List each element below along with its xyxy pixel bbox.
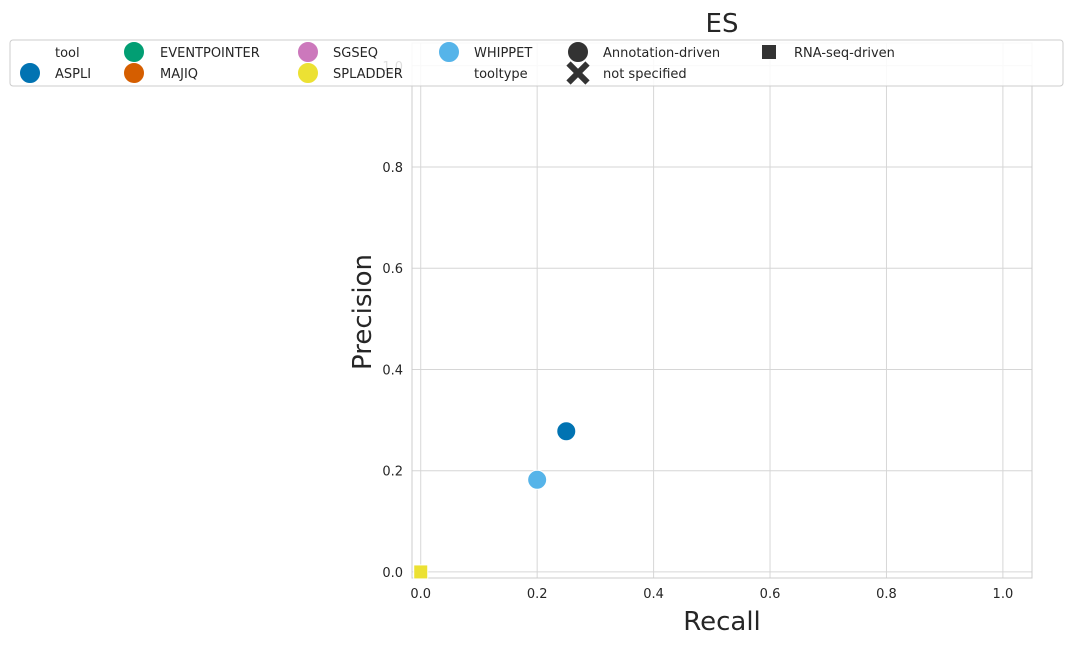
x-axis-title: Recall [683, 607, 761, 637]
legend-marker [123, 41, 145, 63]
y-tick-labels: 0.00.20.40.60.81.0 [382, 60, 403, 581]
data-point-aspli [556, 421, 577, 442]
legend-marker-stroke [566, 61, 590, 85]
legend-label: EVENTPOINTER [160, 46, 260, 61]
data-point-whippet [527, 469, 548, 490]
x-tick-label: 1.0 [993, 587, 1014, 602]
legend-label: Annotation-driven [603, 46, 720, 61]
data-points [413, 421, 577, 580]
data-point-spladder [413, 564, 429, 580]
x-tick-label: 0.6 [760, 587, 781, 602]
legend-marker [123, 62, 145, 84]
legend-marker [567, 41, 589, 63]
grid-lines [412, 43, 1032, 578]
y-tick-label: 0.6 [382, 262, 403, 277]
legend-marker [566, 61, 590, 85]
legend-label: MAJIQ [160, 67, 198, 82]
chart-title: ES [706, 9, 739, 39]
legend-label: ASPLI [55, 67, 91, 82]
legend-header: tooltype [474, 67, 528, 82]
x-tick-label: 0.0 [410, 587, 431, 602]
y-axis-title: Precision [348, 254, 378, 370]
legend-label: not specified [603, 67, 687, 82]
legend-label: SGSEQ [333, 46, 378, 61]
legend-marker [297, 41, 319, 63]
x-tick-labels: 0.0 0.2 0.4 0.6 0.8 1.0 [410, 587, 1013, 602]
legend-label: WHIPPET [474, 46, 532, 61]
plot-frame [411, 42, 1033, 579]
y-tick-label: 0.8 [382, 161, 403, 176]
legend-label: RNA-seq-driven [794, 46, 895, 61]
x-tick-label: 0.8 [876, 587, 897, 602]
legend-header: tool [55, 46, 80, 61]
legend-box [9, 39, 1064, 87]
legend: tool ASPLI EVENTPOINTER MAJIQ SGSEQ SPLADDER W… [9, 39, 1064, 87]
y-tick-label: 0.2 [382, 465, 403, 480]
y-tick-label: 0.4 [382, 363, 403, 378]
x-tick-label: 0.4 [643, 587, 664, 602]
y-tick-label: 0.0 [382, 566, 403, 581]
legend-marker [297, 62, 319, 84]
legend-marker [438, 41, 460, 63]
legend-marker [761, 44, 777, 60]
legend-marker [19, 62, 41, 84]
legend-label: SPLADDER [333, 67, 403, 82]
x-tick-label: 0.2 [527, 587, 548, 602]
